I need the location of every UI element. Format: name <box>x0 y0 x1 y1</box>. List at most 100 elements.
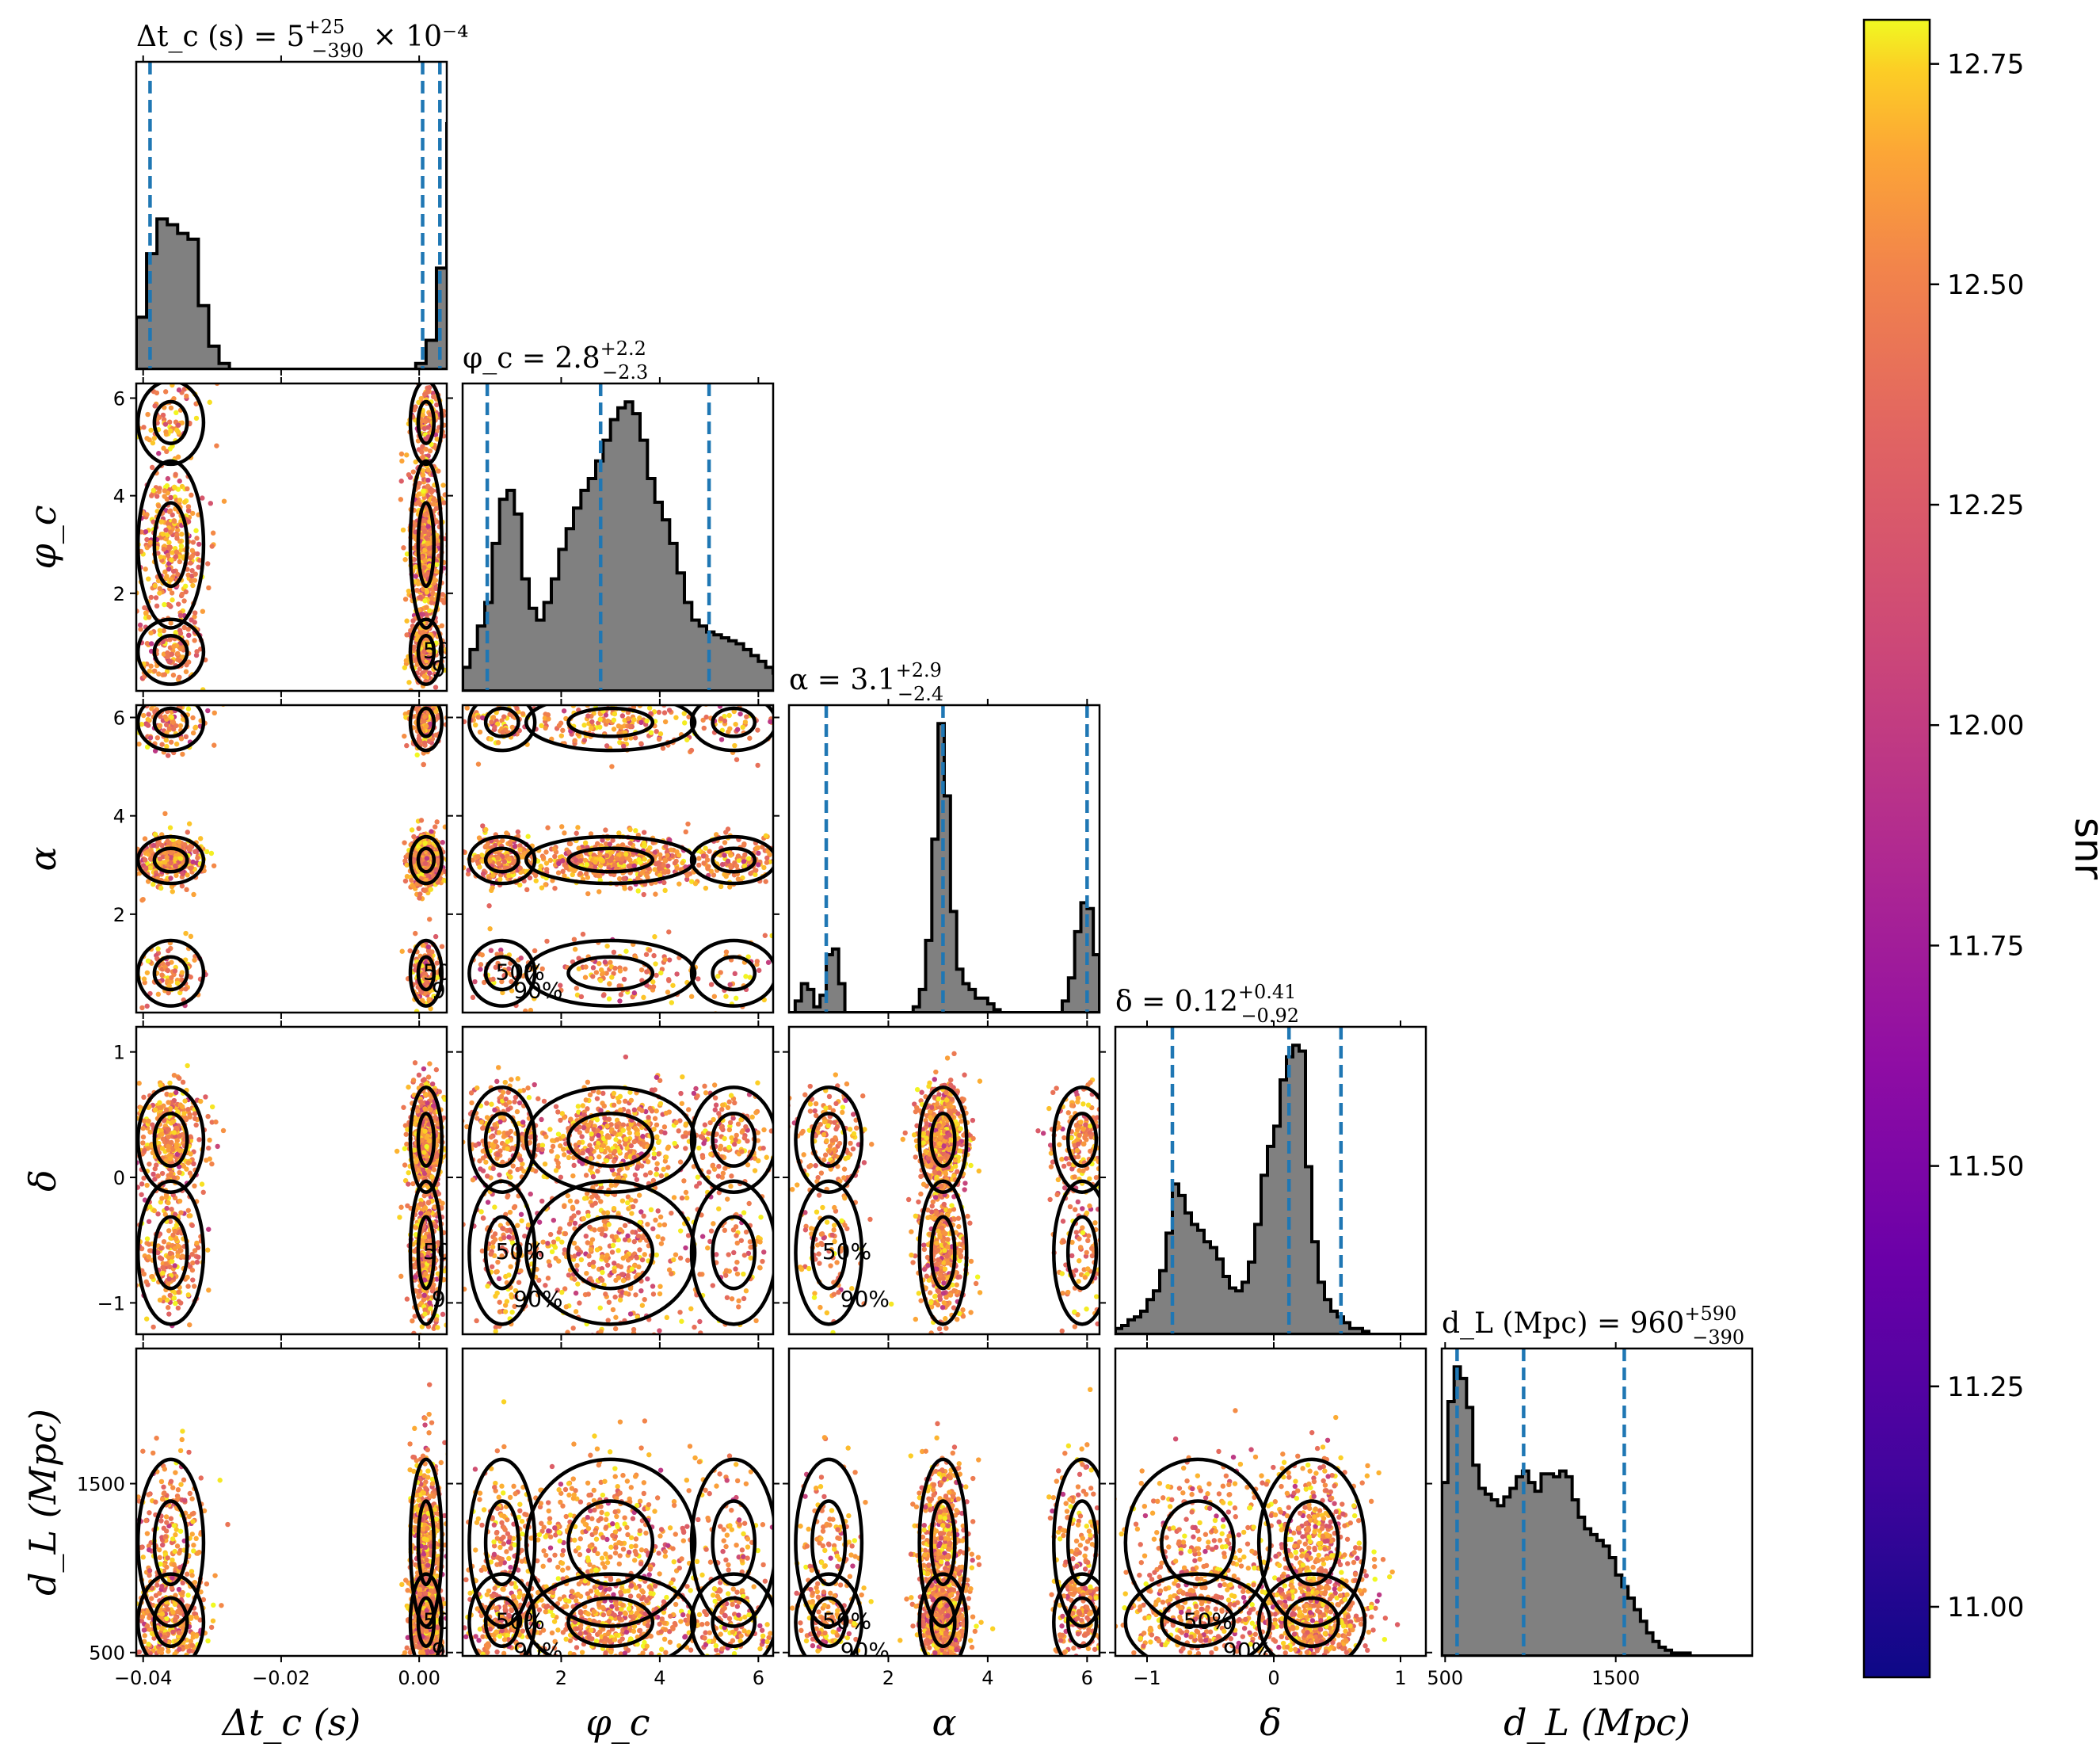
scatter-point <box>173 410 179 416</box>
scatter-point <box>585 891 591 897</box>
scatter-point <box>590 974 596 979</box>
scatter-point <box>163 527 169 533</box>
scatter-point <box>636 856 642 863</box>
scatter-point <box>121 1126 126 1131</box>
scatter-point <box>645 875 650 880</box>
scatter-point <box>144 640 151 647</box>
scatter-point <box>406 471 412 478</box>
scatter-point <box>172 1290 178 1295</box>
scatter-point <box>411 834 417 840</box>
scatter-point <box>737 711 743 717</box>
scatter-point <box>727 982 733 987</box>
scatter-point <box>406 680 412 685</box>
scatter-point <box>430 487 436 494</box>
scatter-point <box>131 635 135 640</box>
scatter-point <box>194 649 200 654</box>
scatter-point <box>187 845 192 850</box>
scatter-point <box>563 864 570 871</box>
panel-phic-vs-phic: φ_c = 2.8+2.2 −2.3 <box>461 338 775 697</box>
scatter-point <box>558 987 564 994</box>
scatter-point <box>151 1324 156 1330</box>
scatter-point <box>422 960 429 966</box>
scatter-point <box>413 459 418 465</box>
scatter-point <box>429 595 435 601</box>
scatter-point <box>653 861 659 867</box>
scatter-point <box>538 864 543 869</box>
scatter-point <box>402 858 408 864</box>
scatter-point <box>155 946 161 952</box>
scatter-point <box>404 618 410 624</box>
scatter-point <box>157 856 163 862</box>
scatter-point <box>416 735 422 742</box>
scatter-point <box>164 574 170 579</box>
scatter-point <box>173 629 179 635</box>
scatter-point <box>410 692 414 697</box>
scatter-point <box>723 830 729 835</box>
scatter-point <box>760 844 765 850</box>
scatter-point <box>165 967 171 974</box>
scatter-point <box>619 724 624 730</box>
scatter-point <box>440 840 445 845</box>
scatter-point <box>576 845 581 851</box>
panel-content: 50%90% <box>463 697 773 1013</box>
scatter-point <box>155 578 162 584</box>
panel-alpha-vs-phic: 50%90% <box>456 697 779 1019</box>
scatter-point <box>417 891 423 897</box>
scatter-point <box>426 997 432 1002</box>
scatter-point <box>672 860 678 866</box>
scatter-point <box>173 856 178 862</box>
contour-50 <box>566 955 655 992</box>
scatter-point <box>744 714 749 719</box>
scatter-point <box>477 729 483 735</box>
scatter-point <box>427 670 433 676</box>
scatter-point <box>546 716 551 722</box>
scatter-point <box>131 571 135 576</box>
scatter-point <box>162 422 169 427</box>
scatter-point <box>741 859 747 864</box>
scatter-point <box>169 693 173 698</box>
scatter-point <box>422 698 427 703</box>
scatter-point <box>658 970 664 976</box>
contour-50 <box>483 706 520 738</box>
scatter-point <box>143 857 148 863</box>
scatter-point <box>173 741 180 747</box>
scatter-point <box>661 710 668 715</box>
panel-dtc-vs-dtc: Δt_c (s) = 5+25 −390 × 10⁻⁴ <box>135 16 468 376</box>
scatter-point <box>734 727 741 732</box>
scatter-point <box>421 517 426 524</box>
scatter-point <box>684 872 690 879</box>
scatter-point <box>404 1296 410 1302</box>
scatter-point <box>151 1171 156 1177</box>
scatter-point <box>614 856 620 862</box>
scatter-point <box>571 937 577 942</box>
scatter-point <box>442 1097 447 1102</box>
scatter-point <box>566 849 572 855</box>
scatter-point <box>147 540 154 545</box>
scatter-point <box>147 668 153 674</box>
scatter-point <box>186 821 192 826</box>
scatter-point <box>167 1292 173 1299</box>
contour-50 <box>483 846 520 874</box>
panel-alpha-vs-alpha: α = 3.1+2.9 −2.4 <box>787 659 1101 1019</box>
scatter-point <box>611 717 617 723</box>
scatter-point <box>747 735 753 741</box>
scatter-point <box>146 711 151 717</box>
scatter-point <box>175 422 181 428</box>
scatter-point <box>168 529 173 535</box>
panel-alpha-vs-dtc: 50%90% <box>130 692 453 1019</box>
scatter-point <box>159 1170 166 1177</box>
scatter-point <box>143 865 149 872</box>
scatter-point <box>621 876 627 882</box>
contour-90 <box>408 617 444 686</box>
scatter-point <box>144 970 151 975</box>
scatter-point <box>597 978 604 983</box>
scatter-point <box>594 697 599 702</box>
scatter-point <box>207 1137 212 1143</box>
scatter-point <box>550 878 555 883</box>
scatter-point <box>168 620 173 626</box>
scatter-point <box>495 740 501 746</box>
scatter-point <box>154 390 160 396</box>
scatter-point <box>139 722 145 727</box>
scatter-point <box>417 594 423 601</box>
